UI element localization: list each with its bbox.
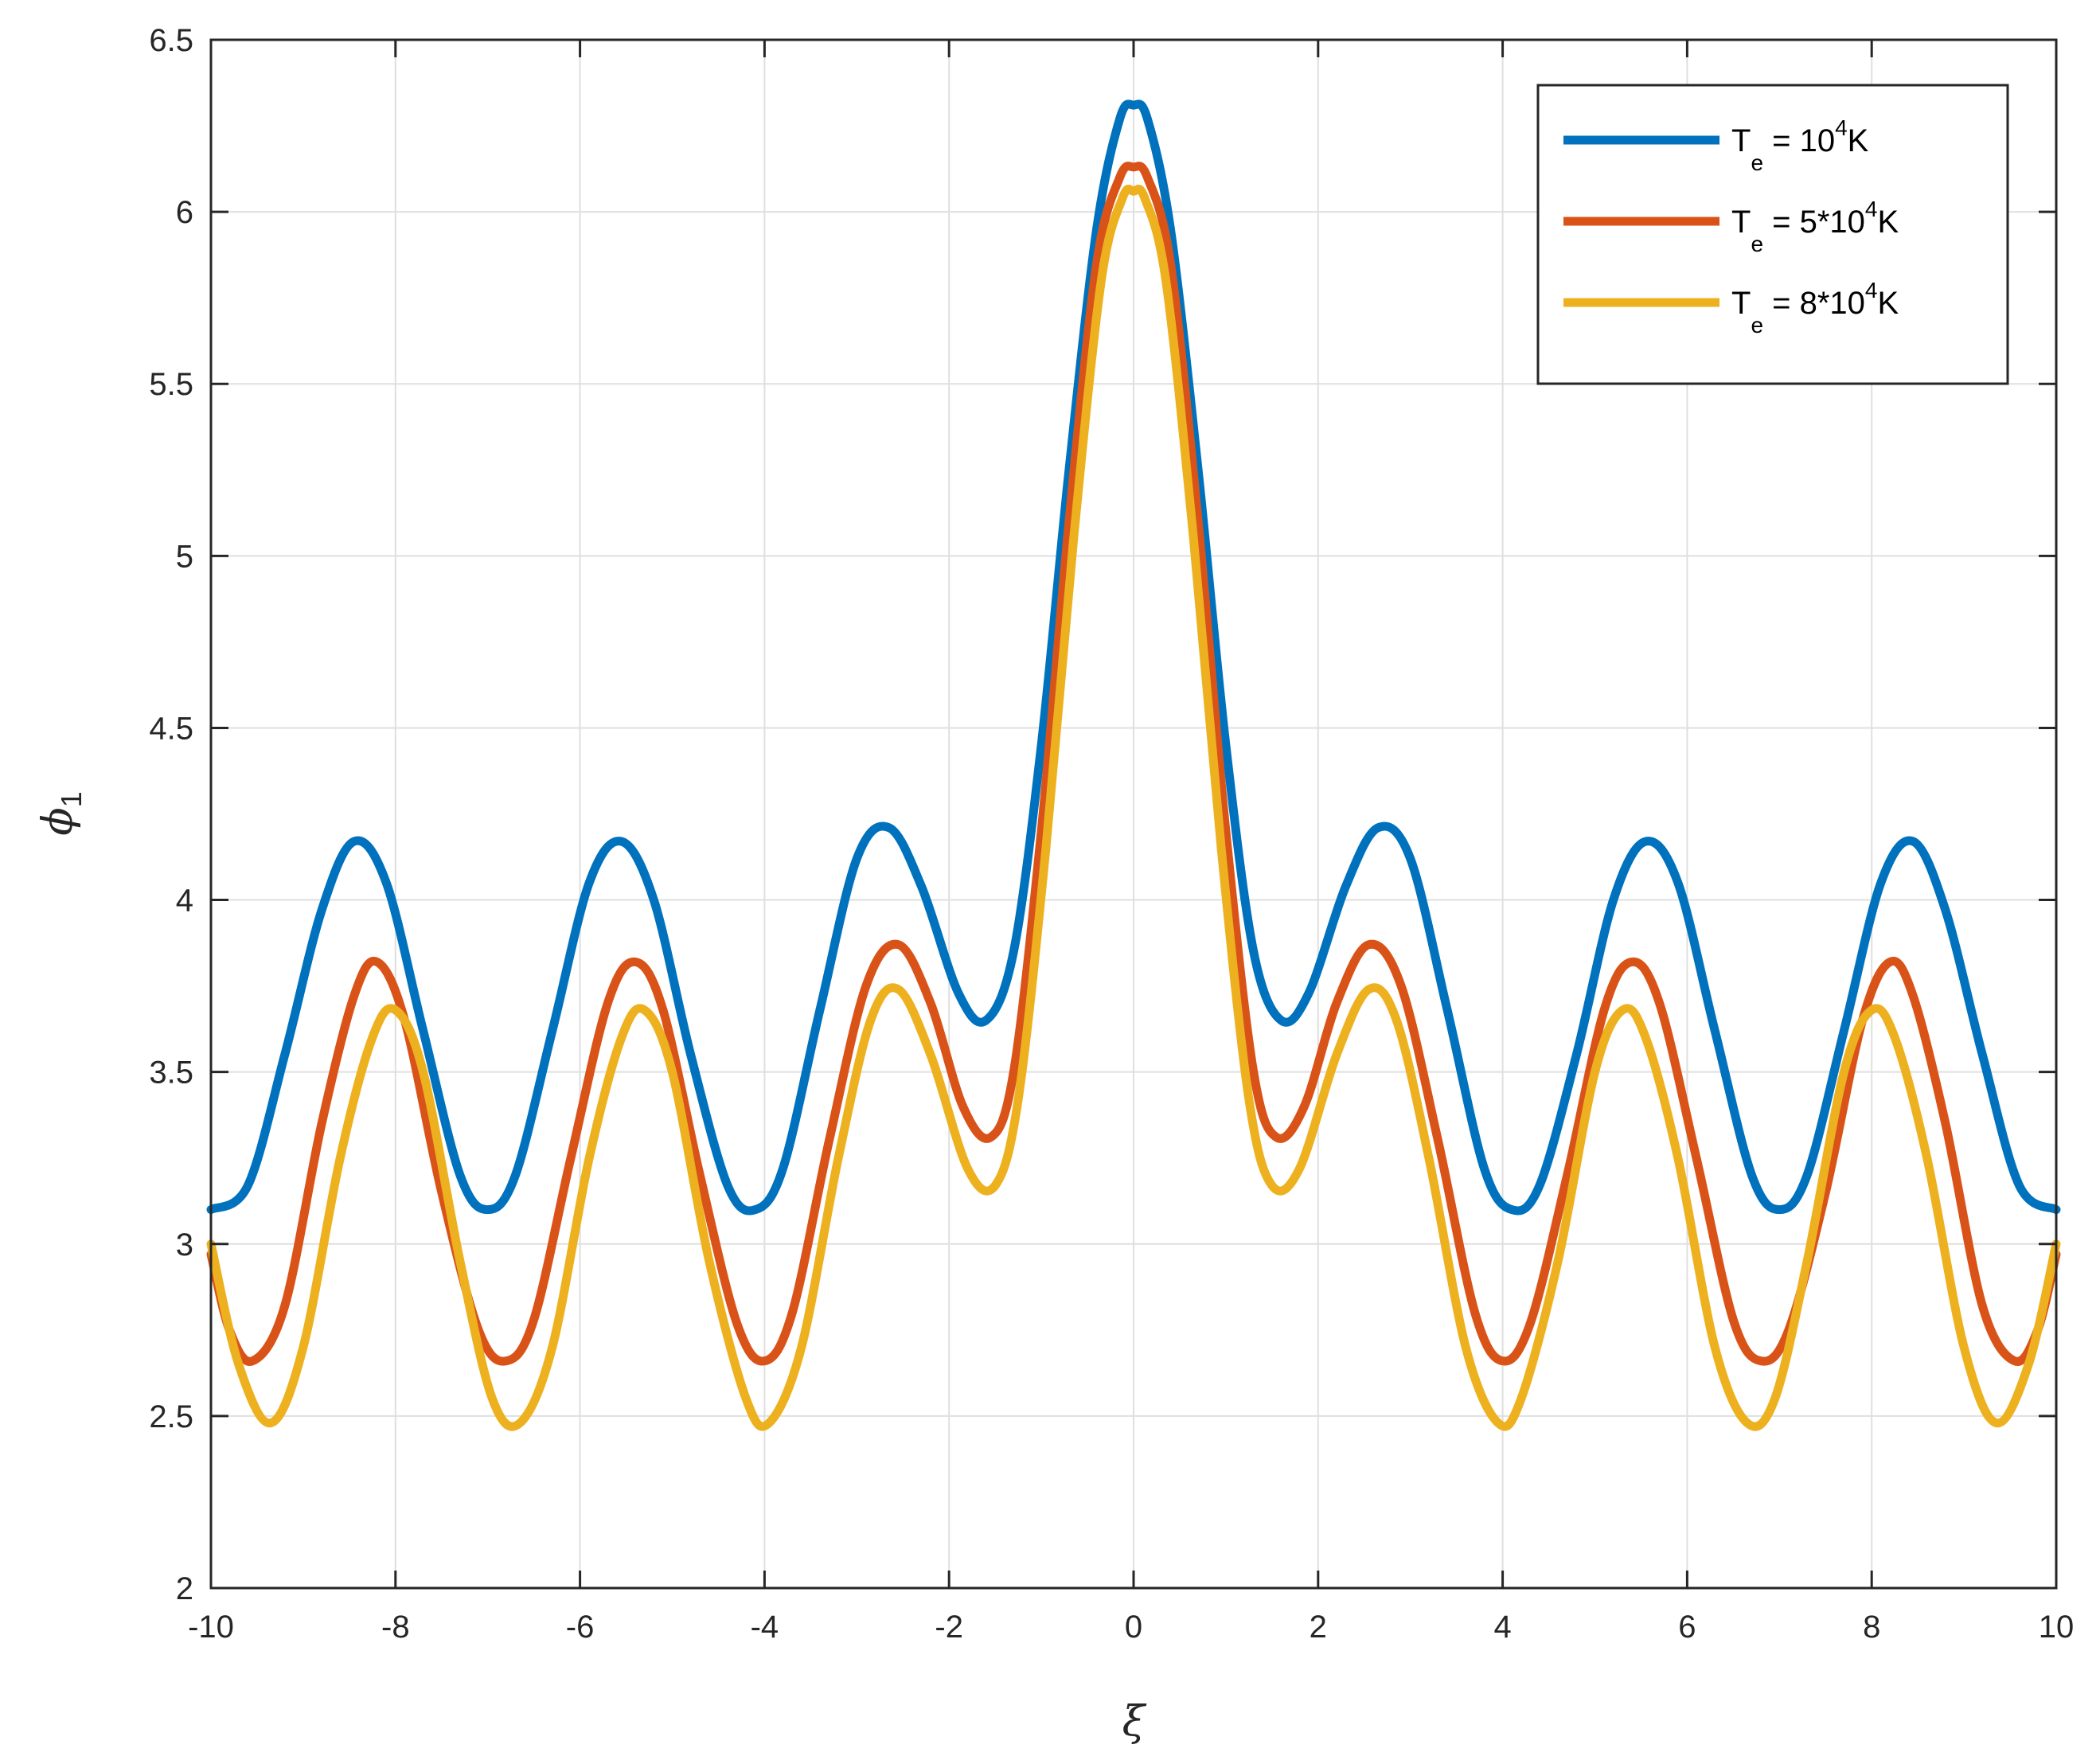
x-tick-label: -8 xyxy=(381,1610,410,1645)
y-tick-label: 4 xyxy=(176,884,193,919)
series-layer xyxy=(206,100,2061,1431)
x-tick-label: 0 xyxy=(1125,1610,1142,1645)
x-tick-label: -10 xyxy=(188,1610,234,1645)
y-tick-label: 4.5 xyxy=(149,711,193,746)
svg-text:ϕ1: ϕ1 xyxy=(34,791,88,835)
x-tick-label: -2 xyxy=(935,1610,963,1645)
x-tick-label: 6 xyxy=(1678,1610,1696,1645)
y-tick-label: 3.5 xyxy=(149,1056,193,1091)
x-tick-label: -4 xyxy=(751,1610,779,1645)
series-te-1e4-line xyxy=(206,100,2061,1216)
y-tick-label: 5.5 xyxy=(149,367,193,402)
x-axis-label: ξ xyxy=(1122,1698,1147,1746)
y-tick-label: 3 xyxy=(176,1227,193,1262)
y-axis-label: ϕ1 xyxy=(34,791,88,835)
x-tick-label: -6 xyxy=(566,1610,595,1645)
tick-labels: -10 -8 -6 -4 -2 0 2 4 6 8 10 2 2.5 3 3.5 4 4.5 5 5.5 6 6.5 xyxy=(149,23,2074,1645)
legend-box xyxy=(1536,84,2009,385)
series-te-8e4-line xyxy=(206,185,2061,1431)
y-axis-label-symbol: ϕ xyxy=(34,807,82,835)
series-te-5e4-line xyxy=(206,162,2061,1366)
x-tick-label: 4 xyxy=(1493,1610,1511,1645)
y-tick-label: 6.5 xyxy=(149,23,193,58)
y-tick-label: 2.5 xyxy=(149,1399,193,1434)
legend-label: Te = 5*104K xyxy=(1731,197,1899,256)
legend-label: Te = 104K xyxy=(1731,115,1869,175)
y-tick-label: 2 xyxy=(176,1571,193,1606)
x-tick-label: 10 xyxy=(2039,1610,2075,1645)
legend-label: Te = 8*104K xyxy=(1731,278,1899,338)
x-tick-label: 2 xyxy=(1310,1610,1327,1645)
y-tick-label: 6 xyxy=(176,195,193,230)
y-tick-label: 5 xyxy=(176,539,193,574)
legend: Te = 104K Te = 5*104K Te = 8*104K xyxy=(1536,84,2009,385)
y-axis-label-subscript: 1 xyxy=(55,791,88,807)
x-tick-label: 8 xyxy=(1863,1610,1880,1645)
tick-marks xyxy=(209,38,2058,1590)
